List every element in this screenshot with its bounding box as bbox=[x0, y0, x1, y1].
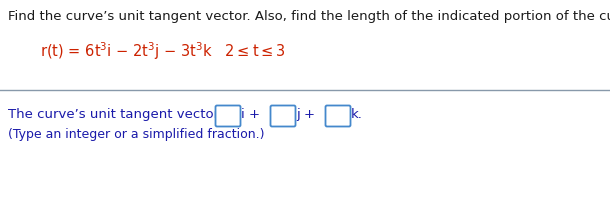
Text: The curve’s unit tangent vector is: The curve’s unit tangent vector is bbox=[8, 108, 239, 121]
Text: j +: j + bbox=[296, 108, 315, 121]
FancyBboxPatch shape bbox=[215, 106, 240, 127]
Text: (Type an integer or a simplified fraction.): (Type an integer or a simplified fractio… bbox=[8, 128, 265, 141]
Text: Find the curve’s unit tangent vector. Also, find the length of the indicated por: Find the curve’s unit tangent vector. Al… bbox=[8, 10, 610, 23]
FancyBboxPatch shape bbox=[270, 106, 295, 127]
Text: r(t) = 6t$^3$i $-$ 2t$^3$j $-$ 3t$^3$k   2$\leq$t$\leq$3: r(t) = 6t$^3$i $-$ 2t$^3$j $-$ 3t$^3$k 2… bbox=[40, 40, 286, 62]
FancyBboxPatch shape bbox=[326, 106, 351, 127]
Text: k.: k. bbox=[351, 108, 363, 121]
Text: i +: i + bbox=[241, 108, 260, 121]
